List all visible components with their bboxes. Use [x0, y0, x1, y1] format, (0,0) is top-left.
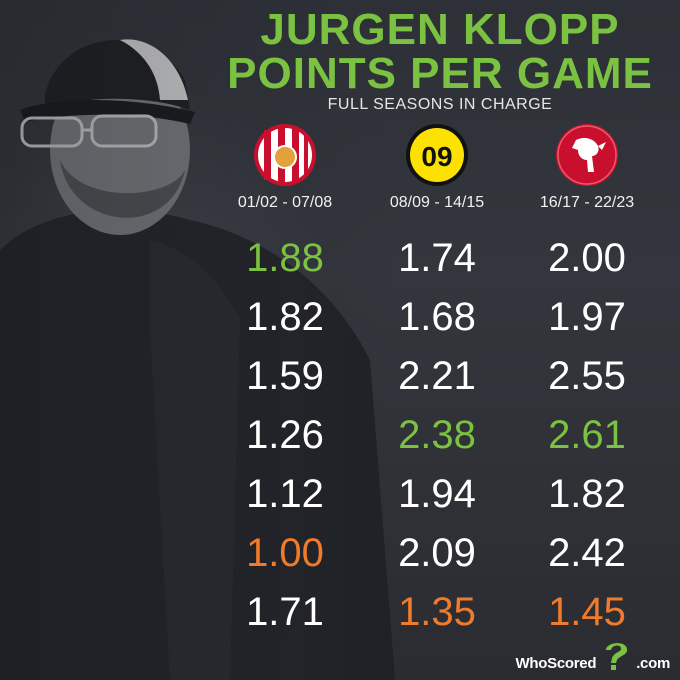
- brand-suffix: .com: [636, 655, 670, 672]
- table-cell: 2.00: [548, 236, 626, 280]
- subtitle: FULL SEASONS IN CHARGE: [327, 96, 553, 113]
- brand-name: WhoScored: [515, 655, 597, 672]
- title-line-1: JURGEN KLOPP: [260, 5, 620, 54]
- column-header-dortmund: 09 08/09 - 14/15: [362, 122, 512, 212]
- table-cell: 1.71: [246, 590, 324, 634]
- table-cell: 1.45: [548, 590, 626, 634]
- table-cell: 1.59: [246, 354, 324, 398]
- mainz-crest-icon: [254, 124, 316, 186]
- question-mark-icon: [606, 643, 628, 670]
- table-cell: 1.00: [246, 531, 324, 575]
- table-cell: 2.55: [548, 354, 626, 398]
- dortmund-crest-text: 09: [421, 141, 452, 172]
- title-line-2: POINTS PER GAME: [227, 49, 653, 98]
- column-header-liverpool: 16/17 - 22/23: [512, 122, 662, 212]
- column-header-mainz: 01/02 - 07/08: [210, 122, 360, 212]
- table-cell: 1.68: [398, 295, 476, 339]
- table-cell: 2.21: [398, 354, 476, 398]
- table-cell: 1.82: [548, 472, 626, 516]
- table-cell: 2.42: [548, 531, 626, 575]
- table-cell: 1.94: [398, 472, 476, 516]
- dortmund-crest-icon: 09: [406, 124, 468, 186]
- liverbird-crest-icon: [556, 124, 618, 186]
- column-period-label: 16/17 - 22/23: [539, 194, 635, 211]
- table-cell: 2.61: [548, 413, 626, 457]
- table-cell: 1.26: [246, 413, 324, 457]
- table-cell: 2.38: [398, 413, 476, 457]
- column-period-label: 08/09 - 14/15: [389, 194, 485, 211]
- table-cell: 1.12: [246, 472, 324, 516]
- table-cell: 2.09: [398, 531, 476, 575]
- table-cell: 1.74: [398, 236, 476, 280]
- table-cell: 1.97: [548, 295, 626, 339]
- manager-photo: [0, 0, 400, 680]
- table-cell: 1.35: [398, 590, 476, 634]
- table-cell: 1.82: [246, 295, 324, 339]
- whoscored-logo: WhoScored .com: [516, 638, 670, 672]
- table-cell: 1.88: [246, 236, 324, 280]
- column-period-label: 01/02 - 07/08: [237, 194, 333, 211]
